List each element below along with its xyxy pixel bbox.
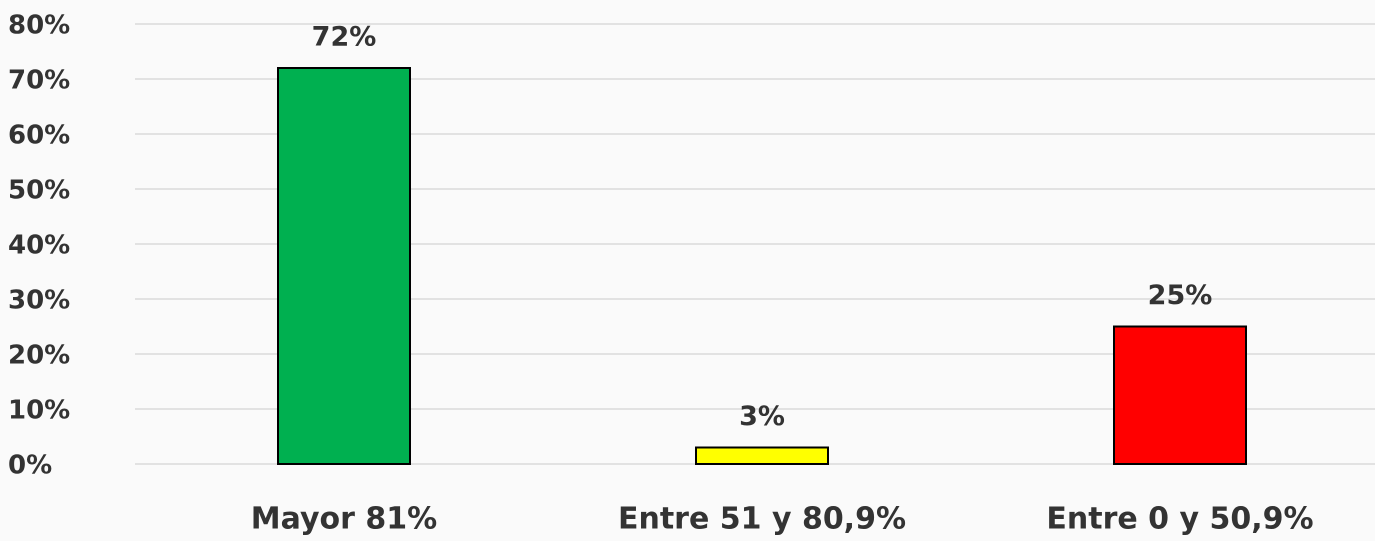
y-tick-label: 10% <box>8 396 70 426</box>
y-tick-label: 20% <box>8 341 70 371</box>
value-label: 3% <box>739 401 785 432</box>
bar <box>278 68 410 464</box>
x-tick-label: Entre 0 y 50,9% <box>1046 502 1313 537</box>
chart: 0% 10% 20% 30% 40% 50% 60% 70% 80% 72% Mayor 81% 3%… <box>0 0 1375 541</box>
y-tick-label: 60% <box>8 121 70 151</box>
y-tick-label: 30% <box>8 286 70 316</box>
y-tick-label: 80% <box>8 11 70 41</box>
y-tick-label: 70% <box>8 66 70 96</box>
x-tick-label: Mayor 81% <box>251 502 437 537</box>
y-tick-label: 40% <box>8 231 70 261</box>
y-tick-label: 50% <box>8 176 70 206</box>
value-label: 72% <box>312 22 377 53</box>
y-tick-label: 0% <box>8 451 52 481</box>
x-tick-label: Entre 51 y 80,9% <box>618 502 906 537</box>
bar <box>1114 327 1246 465</box>
bar <box>696 448 828 465</box>
page: {"chart_data": {"type": "bar", "categori… <box>0 0 1375 541</box>
value-label: 25% <box>1148 280 1213 311</box>
